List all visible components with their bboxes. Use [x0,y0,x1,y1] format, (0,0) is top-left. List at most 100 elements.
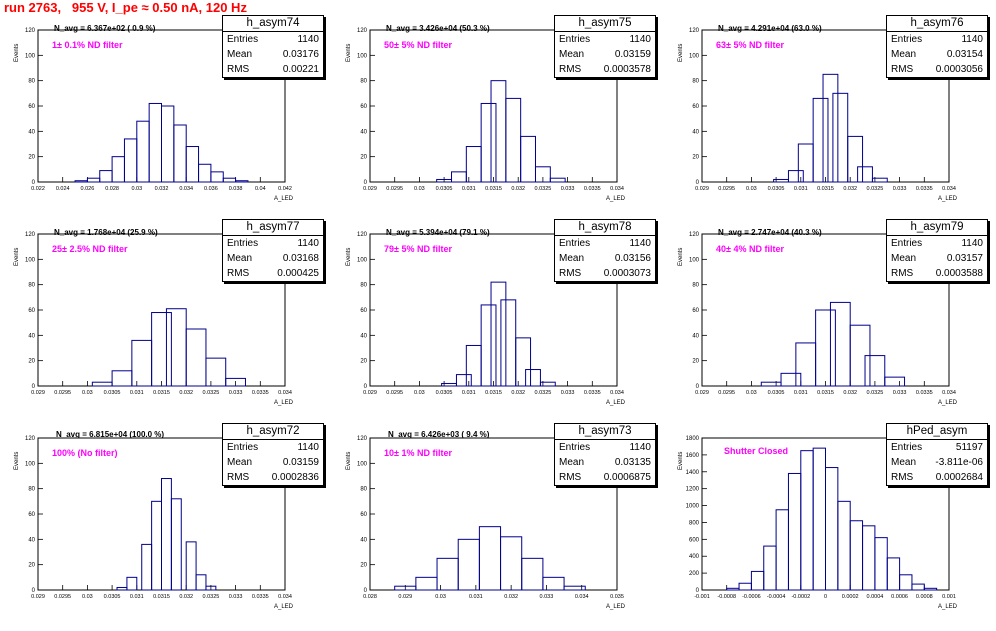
y-tick-label: 120 [25,436,36,442]
histogram-bar [849,520,864,591]
y-tick-label: 80 [360,283,367,289]
stats-value: 0.0003056 [935,64,983,75]
stats-row-rms: RMS 0.000425 [223,266,323,281]
stats-row-rms: RMS 0.0003578 [555,62,655,77]
histogram-bar [205,585,217,591]
histogram-bar [884,376,906,387]
histogram-bar [847,135,864,183]
x-tick-label: 0.032 [511,186,525,192]
y-tick-label: 40 [28,129,35,135]
x-tick-label: 0.0305 [436,186,453,192]
x-tick-label: 0.0315 [153,390,170,396]
stats-row-rms: RMS 0.00221 [223,62,323,77]
histogram-bar [738,582,752,591]
stats-label: Entries [559,238,591,249]
y-tick-label: 20 [360,563,367,569]
x-tick-label: 0.0315 [817,186,834,192]
y-tick-label: 20 [692,155,699,161]
filter-label: 1± 0.1% ND filter [52,40,123,50]
y-tick-label: 20 [360,155,367,161]
x-axis-label: A_LED [606,196,626,202]
histogram-bar [151,312,172,387]
navg-label: N_avg = 6.367e+02 ( 0.9 %) [54,24,156,33]
y-tick-label: 0 [32,588,36,594]
y-tick-label: 80 [28,79,35,85]
stats-histogram-name: h_asym77 [223,220,323,236]
histogram-panel-h_asym77: 0 20 40 60 80 100 120 0.029 0.0295 0.03 0.0305 0.03… [0,219,328,427]
y-tick-label: 80 [360,487,367,493]
histogram-bar [465,344,482,387]
x-tick-label: 0.03 [746,390,757,396]
x-tick-label: 0.033 [561,186,575,192]
histogram-panel-h_asym76: 0 20 40 60 80 100 120 0.029 0.0295 0.03 0.0305 0.03… [664,15,992,223]
histogram-bar [549,177,566,183]
histogram-bar [797,143,814,183]
stats-row-mean: Mean 0.03154 [887,47,987,62]
x-tick-label: 0.031 [130,390,144,396]
x-tick-label: 0.0305 [104,390,121,396]
histogram-bar [235,180,249,183]
stats-label: Mean [559,457,585,468]
x-tick-label: 0.0295 [718,186,735,192]
histogram-bar [874,537,888,591]
histogram-bar [195,574,207,591]
x-axis-label: A_LED [274,400,294,406]
stats-box: h_asym78 Entries 1140 Mean 0.03156 RMS 0.00030… [554,219,656,282]
stats-histogram-name: h_asym78 [555,220,655,236]
stats-label: RMS [559,472,582,483]
navg-label: N_avg = 4.291e+04 (63.0 %) [718,24,822,33]
histogram-panel-h_asym78: 0 20 40 60 80 100 120 0.029 0.0295 0.03 0.0305 0.03… [332,219,660,427]
stats-label: RMS [227,64,250,75]
histogram-bar [170,498,182,591]
y-tick-label: 80 [360,79,367,85]
y-tick-label: 40 [360,333,367,339]
y-axis-label: Events [14,43,20,62]
x-axis-label: A_LED [938,196,958,202]
x-tick-label: -0.0004 [767,594,786,600]
stats-box: h_asym75 Entries 1140 Mean 0.03159 RMS 0.00035… [554,15,656,78]
histogram-bar [91,381,113,387]
x-tick-label: 0.03 [414,390,425,396]
y-tick-label: 60 [360,512,367,518]
x-tick-label: 0.034 [610,390,624,396]
x-tick-label: 0.033 [229,594,243,600]
stats-label: Entries [227,442,259,453]
x-tick-label: 0.035 [610,594,624,600]
y-axis-label: Events [678,451,684,470]
x-tick-label: 0.034 [610,186,624,192]
y-tick-label: 0 [696,588,700,594]
x-tick-label: 0.03 [435,594,446,600]
stats-row-rms: RMS 0.0002684 [887,470,987,485]
histogram-bar [832,92,849,183]
x-tick-label: 0.029 [695,186,709,192]
y-tick-label: 80 [28,283,35,289]
x-tick-label: 0.033 [561,390,575,396]
stats-value: 0.03154 [946,49,983,60]
stats-row-mean: Mean 0.03176 [223,47,323,62]
x-tick-label: 0.032 [179,594,193,600]
y-tick-label: 20 [28,155,35,161]
histogram-bar [148,102,162,183]
x-tick-label: 0.031 [462,186,476,192]
y-tick-label: 1200 [686,487,700,493]
x-tick-label: 0.034 [278,594,292,600]
stats-label: Entries [227,34,259,45]
x-tick-label: 0.0325 [866,186,883,192]
histogram-bar [812,97,829,183]
y-tick-label: 0 [364,384,368,390]
x-tick-label: 0.029 [363,390,377,396]
stats-label: Entries [891,442,923,453]
y-tick-label: 1800 [686,436,700,442]
y-tick-label: 600 [689,537,700,543]
x-tick-label: 0.032 [511,390,525,396]
histogram-bar [800,450,814,591]
y-tick-label: 40 [360,537,367,543]
histogram-bar [210,171,224,183]
x-tick-label: 0.0004 [866,594,883,600]
filter-label: 10± 1% ND filter [384,448,452,458]
x-tick-label: 0.029 [363,186,377,192]
stats-value: 0.0003578 [603,64,651,75]
y-tick-label: 100 [25,53,36,59]
histogram-bar [500,536,523,591]
x-tick-label: 0.0325 [534,186,551,192]
